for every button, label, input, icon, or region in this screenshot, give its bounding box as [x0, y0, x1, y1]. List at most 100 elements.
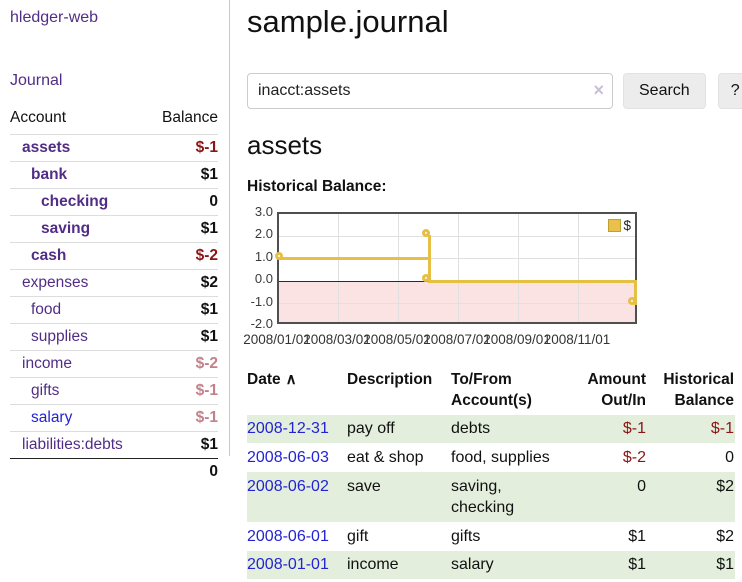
account-balance: $-1 — [195, 409, 218, 426]
clear-icon[interactable]: × — [593, 80, 604, 100]
account-link-supplies[interactable]: supplies — [31, 328, 88, 345]
account-link-cash[interactable]: cash — [31, 247, 67, 264]
transaction-balance: $-1 — [710, 420, 734, 438]
transaction-balance: $1 — [716, 556, 734, 574]
register-row: 2008-06-03 eat & shop food, supplies $-2… — [247, 443, 735, 472]
account-link-income[interactable]: income — [22, 355, 72, 372]
transaction-date-link[interactable]: 2008-01-01 — [247, 556, 329, 574]
transaction-accounts: saving, checking — [451, 477, 515, 517]
negative-region — [279, 281, 635, 322]
sidebar-item-journal[interactable]: Journal — [10, 72, 63, 89]
data-point-marker — [628, 296, 636, 305]
legend-swatch-icon — [608, 219, 622, 232]
gridline — [279, 303, 635, 305]
sidebar: hledger-web Journal Account Balance asse… — [0, 0, 230, 480]
data-point-marker — [422, 274, 430, 283]
account-balance: $1 — [200, 301, 218, 318]
account-balance: 0 — [209, 193, 218, 210]
account-link-liabilities-debts[interactable]: liabilities:debts — [22, 436, 123, 453]
account-link-expenses[interactable]: expenses — [22, 274, 89, 291]
transaction-description: save — [347, 477, 381, 495]
date-column-header[interactable]: Date ∧ — [247, 368, 347, 415]
chart-title: Historical Balance: — [247, 178, 387, 195]
series-line-segment — [429, 279, 635, 283]
accounts-total-value: 0 — [209, 463, 218, 480]
account-row: salary $-1 — [10, 404, 218, 431]
transaction-balance: $2 — [716, 527, 734, 545]
legend-label: $ — [623, 218, 631, 233]
series-line-segment — [633, 279, 637, 306]
gridline — [578, 214, 579, 322]
tofrom-column-header: To/From Account(s) — [451, 371, 532, 409]
account-balance: $1 — [200, 436, 218, 453]
gridline — [458, 214, 459, 322]
account-row: supplies $1 — [10, 323, 218, 350]
transaction-amount: $-1 — [622, 420, 646, 438]
app-title-link[interactable]: hledger-web — [10, 9, 99, 26]
x-tick-label: 2008/09/01 — [483, 332, 551, 347]
account-link-saving[interactable]: saving — [41, 220, 91, 237]
transaction-description: gift — [347, 527, 369, 545]
transaction-date-link[interactable]: 2008-06-03 — [247, 448, 329, 466]
account-link-salary[interactable]: salary — [31, 409, 73, 426]
search-form: × Search ? — [247, 73, 742, 109]
accounts-table: Account Balance assets $-1 bank $1 check… — [10, 109, 218, 485]
register-row: 2008-01-01 income salary $1 $1 — [247, 550, 735, 580]
account-row: food $1 — [10, 296, 218, 323]
account-row: bank $1 — [10, 161, 218, 188]
gridline — [279, 258, 635, 260]
main-content: sample.journal × Search ? assets Histori… — [230, 0, 742, 580]
account-link-bank[interactable]: bank — [31, 166, 68, 183]
account-balance: $-2 — [195, 247, 218, 264]
account-heading: assets — [247, 130, 323, 160]
x-tick-label: 2008/07/01 — [423, 332, 491, 347]
register-table: Date ∧ Description To/From Account(s) Amo… — [247, 368, 735, 580]
account-row: cash $-2 — [10, 242, 218, 269]
transaction-accounts: food, supplies — [451, 448, 550, 466]
account-balance: $1 — [200, 220, 218, 237]
register-row: 2008-06-01 gift gifts $1 $2 — [247, 522, 735, 551]
transaction-balance: 0 — [725, 448, 734, 466]
series-line-segment — [279, 257, 430, 261]
account-balance: $1 — [200, 328, 218, 345]
account-row: assets $-1 — [10, 134, 218, 161]
y-tick-label: 0.0 — [254, 271, 273, 287]
sort-ascending-icon: ∧ — [285, 371, 297, 388]
transaction-amount: $1 — [628, 527, 646, 545]
gridline — [279, 235, 635, 237]
series-line-segment — [427, 235, 431, 283]
transaction-accounts: debts — [451, 420, 491, 438]
search-input-wrap: × — [247, 73, 613, 109]
description-column-header: Description — [347, 371, 433, 388]
account-row: liabilities:debts $1 — [10, 431, 218, 458]
transaction-date-link[interactable]: 2008-06-02 — [247, 477, 329, 495]
data-point-marker — [275, 251, 283, 260]
plot-area: $ — [275, 212, 637, 324]
search-input[interactable] — [247, 73, 613, 109]
transaction-amount: 0 — [637, 477, 646, 495]
account-balance: $-1 — [195, 139, 218, 156]
x-tick-label: 2008/11/01 — [543, 332, 611, 347]
account-link-checking[interactable]: checking — [41, 193, 109, 210]
chart-legend: $ — [608, 218, 631, 233]
register-header-row: Date ∧ Description To/From Account(s) Amo… — [247, 368, 735, 415]
account-balance: $-1 — [195, 382, 218, 399]
transaction-description: income — [347, 556, 399, 574]
y-tick-label: 3.0 — [254, 204, 273, 219]
x-axis: 2008/01/01 2008/03/01 2008/05/01 2008/07… — [243, 332, 637, 348]
transaction-date-link[interactable]: 2008-12-31 — [247, 420, 329, 438]
transaction-date-link[interactable]: 2008-06-01 — [247, 527, 329, 545]
amount-column-header: Amount Out/In — [587, 371, 646, 409]
search-button[interactable]: Search — [623, 73, 706, 109]
y-tick-label: 1.0 — [254, 248, 273, 264]
account-link-food[interactable]: food — [31, 301, 62, 318]
balance-column-header: Balance — [161, 109, 218, 126]
accounts-table-header: Account Balance — [10, 109, 218, 134]
account-link-assets[interactable]: assets — [22, 139, 71, 156]
gridline — [398, 214, 399, 322]
help-button[interactable]: ? — [717, 73, 742, 109]
register-row: 2008-12-31 pay off debts $-1 $-1 — [247, 414, 735, 444]
account-link-gifts[interactable]: gifts — [31, 382, 60, 399]
transaction-amount: $-2 — [622, 448, 646, 466]
